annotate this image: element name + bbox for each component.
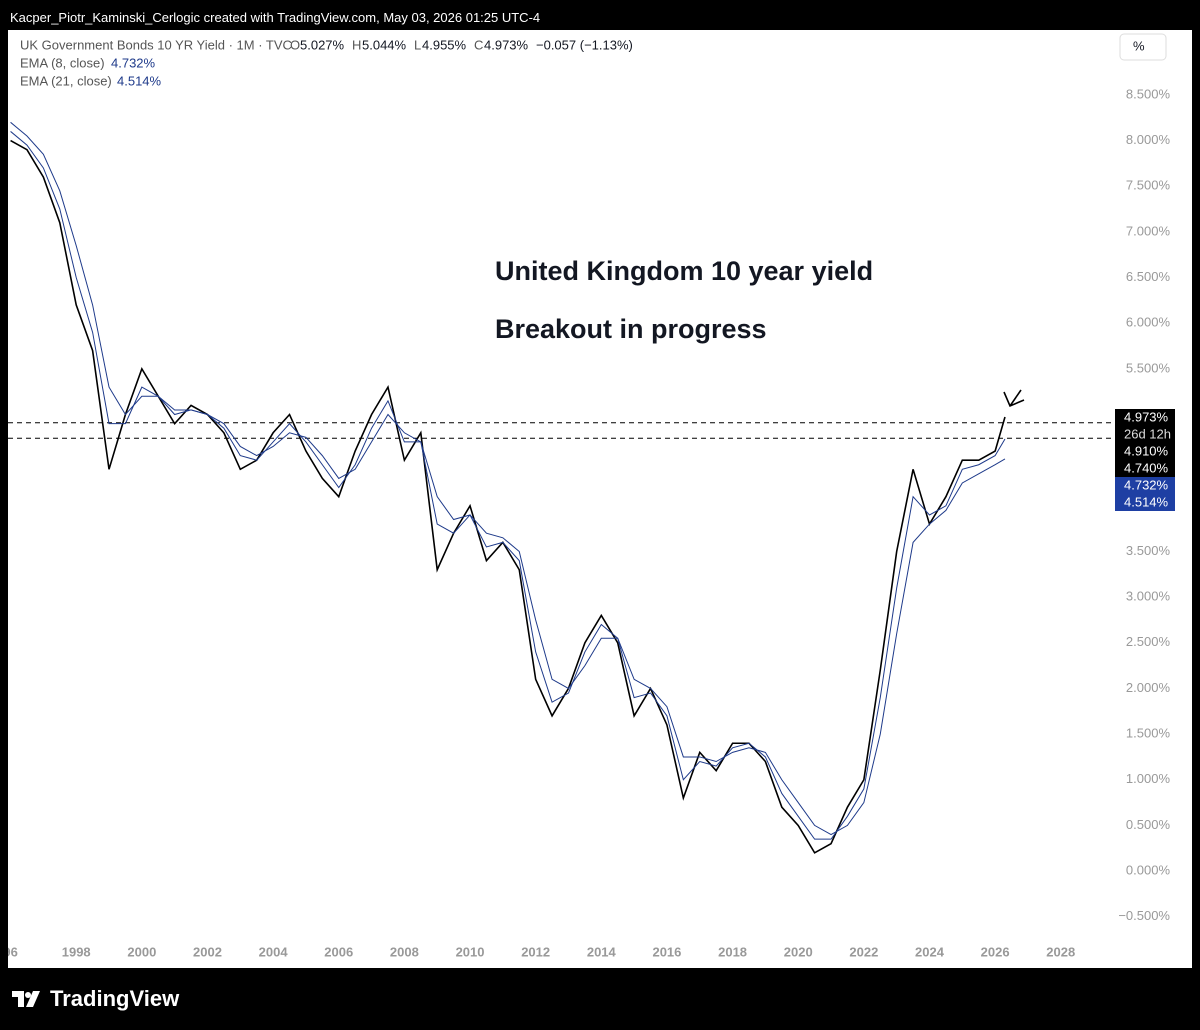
o-key: O bbox=[290, 37, 300, 52]
price-label-box bbox=[1115, 477, 1175, 494]
h-key: H bbox=[352, 37, 361, 52]
ema21-name: EMA (21, close) bbox=[20, 73, 112, 88]
arrow-drawing bbox=[1003, 389, 1025, 408]
scale-button-label[interactable]: % bbox=[1133, 38, 1145, 53]
price-label: 4.740% bbox=[1124, 460, 1169, 475]
price-label-box bbox=[1115, 494, 1175, 511]
brand: TradingView bbox=[50, 986, 180, 1011]
x-tick-label: 2028 bbox=[1046, 944, 1075, 959]
x-tick-label: 2022 bbox=[849, 944, 878, 959]
y-tick-label: 2.500% bbox=[1126, 634, 1171, 649]
x-tick-label: 96 bbox=[8, 944, 18, 959]
ohlc: O 5.027% H 5.044% L 4.955% C 4.973% −0.0… bbox=[290, 37, 633, 52]
x-tick-label: 2002 bbox=[193, 944, 222, 959]
footer: TradingView bbox=[12, 986, 179, 1012]
l-key: L bbox=[414, 37, 421, 52]
x-tick-label: 1998 bbox=[62, 944, 91, 959]
annotation: United Kingdom 10 year yield bbox=[495, 256, 873, 286]
y-tick-label: 6.500% bbox=[1126, 269, 1171, 284]
ema-line bbox=[10, 131, 1006, 840]
ema21-value: 4.514% bbox=[117, 73, 162, 88]
y-tick-label: 3.500% bbox=[1126, 543, 1171, 558]
price-label-box bbox=[1115, 409, 1175, 443]
price-label: 4.910% bbox=[1124, 443, 1169, 458]
c-key: C bbox=[474, 37, 483, 52]
y-tick-label: 1.500% bbox=[1126, 726, 1171, 741]
change: −0.057 (−1.13%) bbox=[536, 37, 633, 52]
y-tick-label: 7.000% bbox=[1126, 223, 1171, 238]
close: 4.973% bbox=[484, 37, 529, 52]
ema8-name: EMA (8, close) bbox=[20, 55, 105, 70]
price-label-box bbox=[1115, 443, 1175, 460]
y-tick-label: 3.000% bbox=[1126, 589, 1171, 604]
annotation: Breakout in progress bbox=[495, 314, 767, 344]
logo bbox=[12, 991, 40, 1007]
chart-panel: UK Government Bonds 10 YR Yield · 1M · T… bbox=[3, 30, 1192, 968]
y-tick-label: 1.000% bbox=[1126, 771, 1171, 786]
chart: UK Government Bonds 10 YR Yield · 1M · T… bbox=[3, 33, 1175, 959]
y-tick-label: 8.500% bbox=[1126, 86, 1171, 101]
price-label-box bbox=[1115, 460, 1175, 477]
x-tick-label: 2014 bbox=[587, 944, 617, 959]
price-line bbox=[10, 139, 1006, 854]
x-tick-label: 2020 bbox=[784, 944, 813, 959]
x-tick-label: 2026 bbox=[981, 944, 1010, 959]
x-tick-label: 2010 bbox=[456, 944, 485, 959]
y-tick-label: 5.500% bbox=[1126, 360, 1171, 375]
header: Kacper_Piotr_Kaminski_Cerlogic created w… bbox=[10, 10, 541, 25]
scale-button[interactable] bbox=[1119, 33, 1167, 61]
x-tick-label: 2000 bbox=[127, 944, 156, 959]
y-tick-label: 0.500% bbox=[1126, 817, 1171, 832]
ema8-value: 4.732% bbox=[111, 55, 156, 70]
x-tick-label: 2024 bbox=[915, 944, 945, 959]
price-label: 4.514% bbox=[1124, 494, 1169, 509]
low: 4.955% bbox=[422, 37, 467, 52]
x-tick-label: 2008 bbox=[390, 944, 419, 959]
price-label: 4.973% bbox=[1124, 409, 1169, 424]
y-tick-label: 0.000% bbox=[1126, 863, 1171, 878]
open: 5.027% bbox=[300, 37, 345, 52]
x-tick-label: 2016 bbox=[652, 944, 681, 959]
x-tick-label: 2006 bbox=[324, 944, 353, 959]
symbol: UK Government Bonds 10 YR Yield · 1M · T… bbox=[20, 37, 292, 52]
x-tick-label: 2018 bbox=[718, 944, 747, 959]
countdown: 26d 12h bbox=[1124, 426, 1171, 441]
y-tick-label: 7.500% bbox=[1126, 178, 1171, 193]
y-tick-label: 2.000% bbox=[1126, 680, 1171, 695]
y-tick-label: 8.000% bbox=[1126, 132, 1171, 147]
x-tick-label: 2012 bbox=[521, 944, 550, 959]
high: 5.044% bbox=[362, 37, 407, 52]
price-label: 4.732% bbox=[1124, 477, 1169, 492]
y-tick-label: 6.000% bbox=[1126, 315, 1171, 330]
x-tick-label: 2004 bbox=[259, 944, 289, 959]
ema-line bbox=[10, 121, 1006, 836]
y-tick-label: −0.500% bbox=[1118, 908, 1170, 923]
